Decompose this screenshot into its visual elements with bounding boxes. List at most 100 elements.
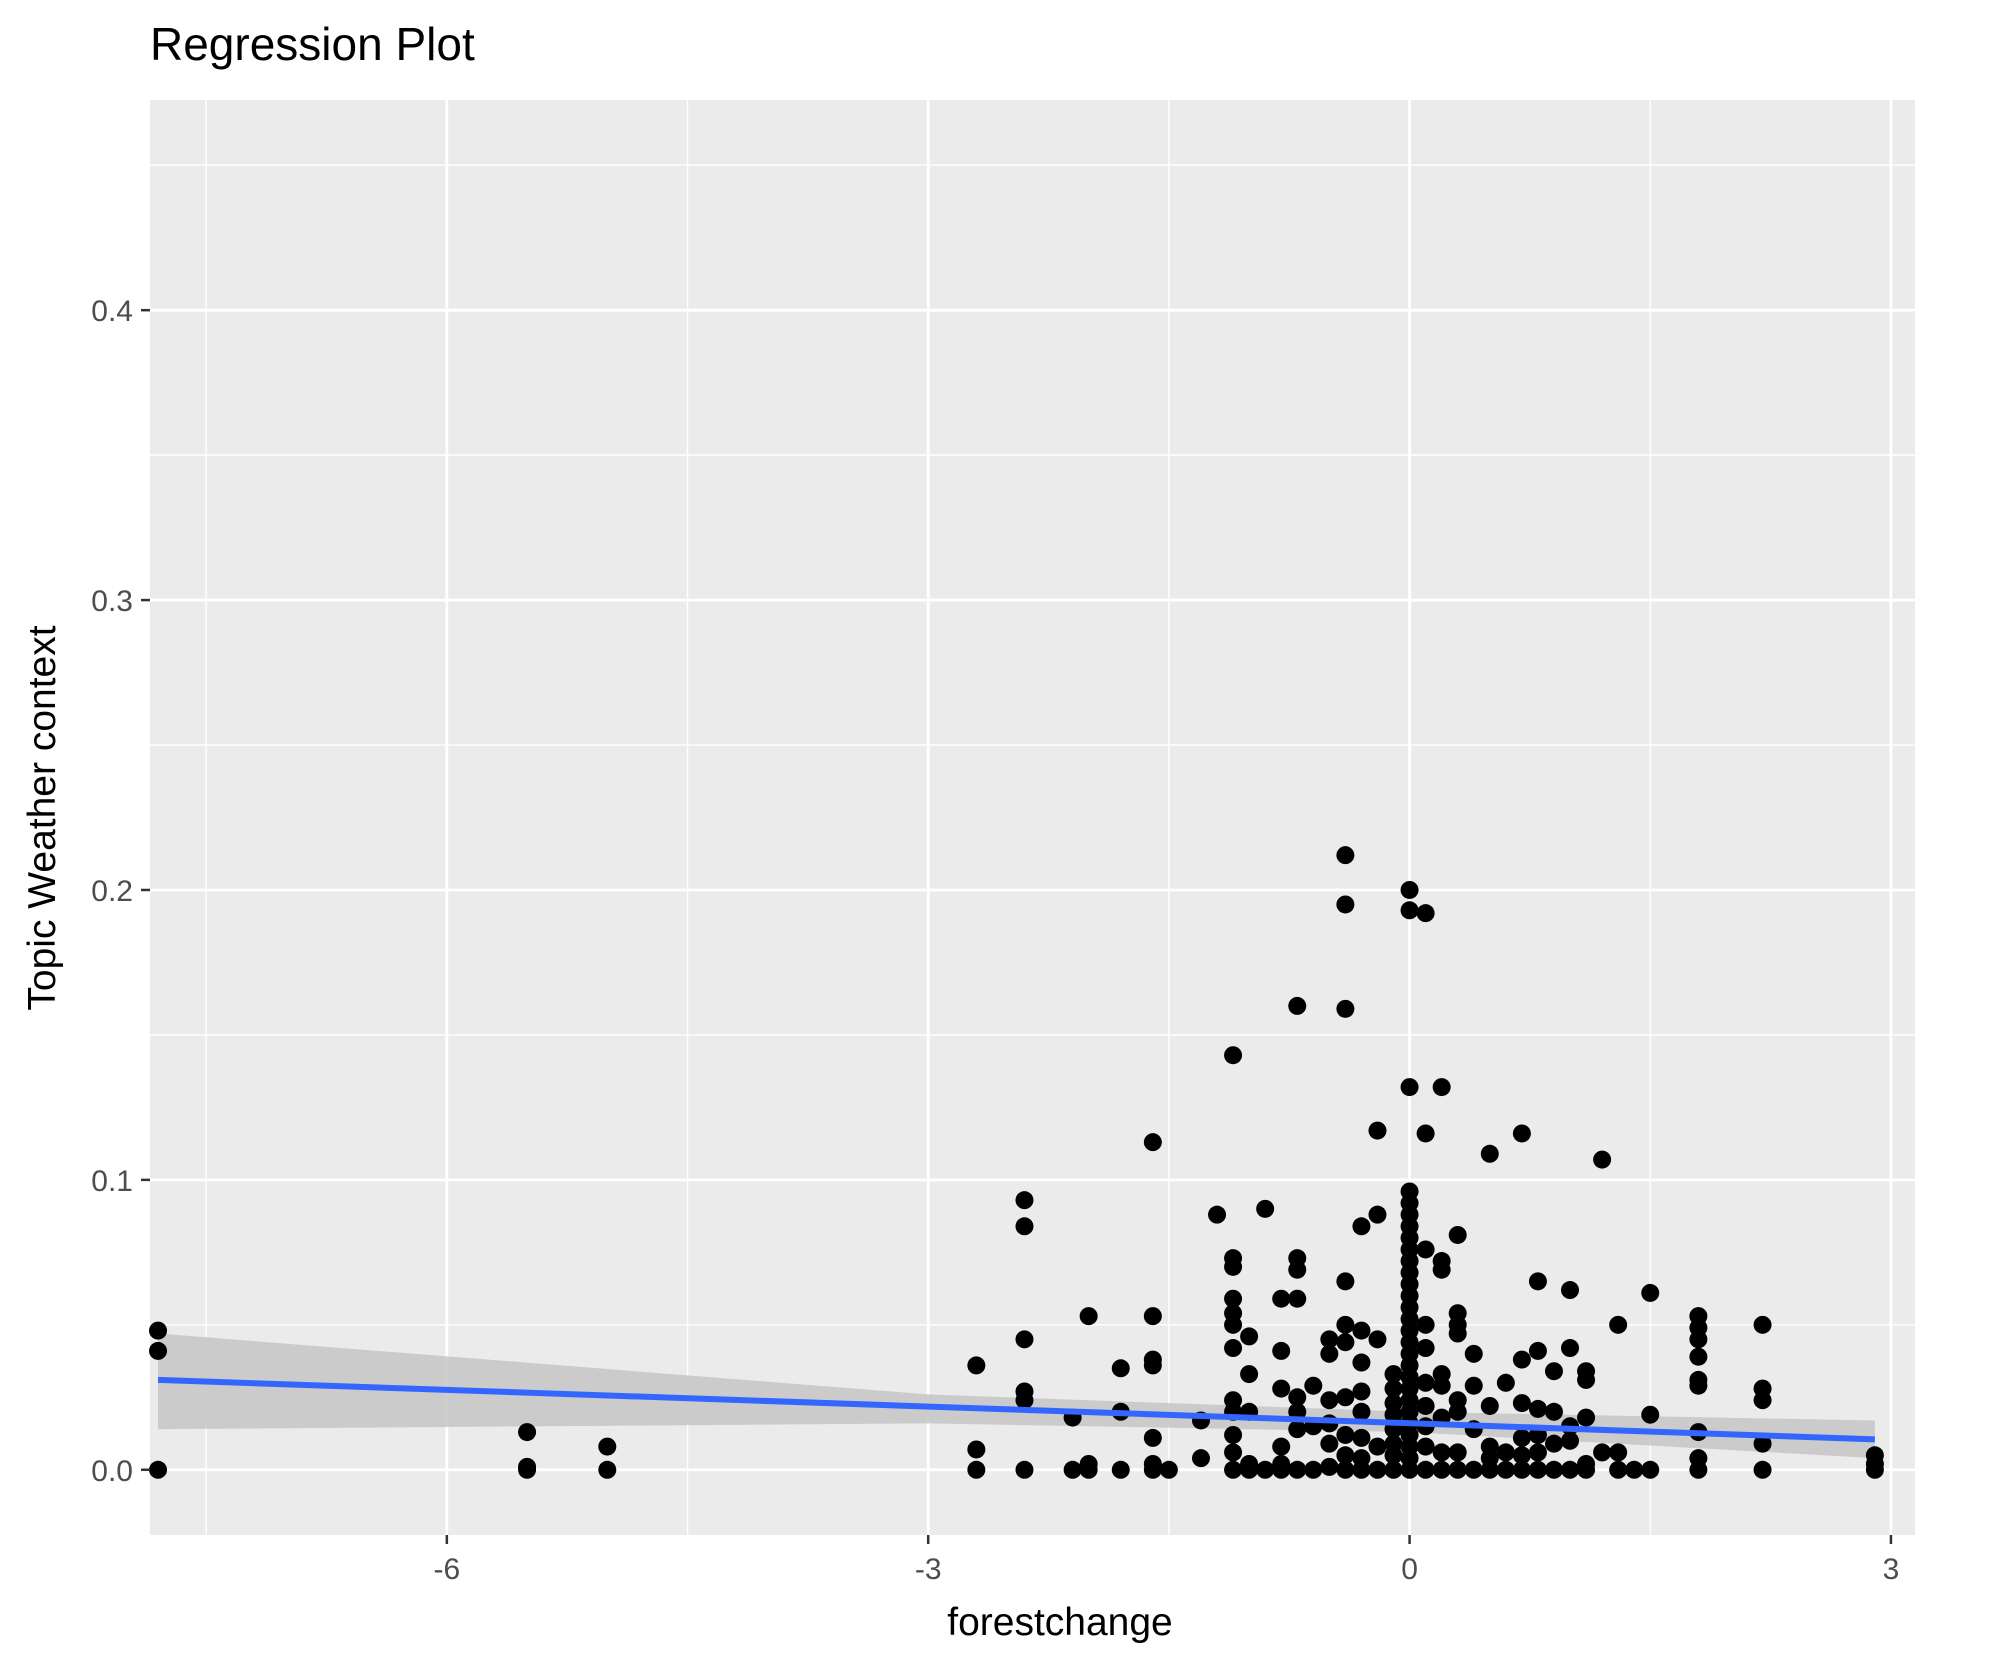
data-point bbox=[1609, 1460, 1628, 1479]
data-point bbox=[1015, 1217, 1034, 1236]
data-point bbox=[1528, 1272, 1547, 1291]
data-point bbox=[1143, 1307, 1162, 1326]
data-point bbox=[1689, 1376, 1708, 1395]
data-point bbox=[1448, 1443, 1467, 1462]
data-point bbox=[1480, 1460, 1499, 1479]
data-point bbox=[1528, 1341, 1547, 1360]
data-point bbox=[1191, 1449, 1210, 1468]
data-point bbox=[1063, 1460, 1082, 1479]
y-tick-label: 0.3 bbox=[91, 585, 133, 618]
data-point bbox=[1528, 1399, 1547, 1418]
data-point bbox=[1416, 1396, 1435, 1415]
data-point bbox=[1544, 1362, 1563, 1381]
data-point bbox=[1015, 1391, 1034, 1410]
data-point bbox=[1609, 1443, 1628, 1462]
data-point bbox=[1448, 1402, 1467, 1421]
data-point bbox=[1352, 1321, 1371, 1340]
regression-line-layer bbox=[157, 1376, 1875, 1443]
data-point bbox=[518, 1423, 537, 1442]
data-point bbox=[1464, 1376, 1483, 1395]
data-point bbox=[1288, 1260, 1307, 1279]
data-point bbox=[967, 1460, 986, 1479]
data-point bbox=[1320, 1330, 1339, 1349]
data-point bbox=[1400, 1460, 1419, 1479]
data-point bbox=[1336, 895, 1355, 914]
data-point bbox=[1416, 1373, 1435, 1392]
data-point bbox=[1689, 1330, 1708, 1349]
x-tick-label: -3 bbox=[915, 1553, 942, 1586]
data-point bbox=[1304, 1460, 1323, 1479]
data-point bbox=[967, 1356, 986, 1375]
data-point bbox=[1432, 1443, 1451, 1462]
data-point bbox=[1336, 999, 1355, 1018]
data-point bbox=[1464, 1460, 1483, 1479]
data-point bbox=[1609, 1315, 1628, 1334]
data-point bbox=[1288, 1460, 1307, 1479]
data-point bbox=[149, 1341, 168, 1360]
data-point bbox=[1352, 1382, 1371, 1401]
data-point bbox=[1753, 1460, 1772, 1479]
data-point bbox=[1256, 1460, 1275, 1479]
data-point bbox=[1368, 1330, 1387, 1349]
data-point bbox=[1625, 1460, 1644, 1479]
x-axis: -6 -3 0 3 bbox=[433, 1535, 1899, 1586]
x-tick-label: -6 bbox=[433, 1553, 460, 1586]
data-point bbox=[1208, 1205, 1227, 1224]
data-point bbox=[1448, 1324, 1467, 1343]
data-point bbox=[1416, 1315, 1435, 1334]
data-point bbox=[1288, 1388, 1307, 1407]
data-point bbox=[1577, 1370, 1596, 1389]
data-point bbox=[1336, 846, 1355, 865]
data-point bbox=[1865, 1460, 1884, 1479]
y-axis-title: Topic Weather context bbox=[21, 625, 64, 1010]
y-axis: 0.0 0.1 0.2 0.3 0.4 bbox=[91, 295, 150, 1488]
data-point bbox=[1512, 1460, 1531, 1479]
data-point bbox=[1224, 1315, 1243, 1334]
data-point bbox=[1143, 1133, 1162, 1152]
data-point bbox=[1561, 1339, 1580, 1358]
data-point bbox=[1352, 1353, 1371, 1372]
data-point bbox=[1432, 1078, 1451, 1097]
data-point bbox=[149, 1460, 168, 1479]
data-point bbox=[1304, 1376, 1323, 1395]
data-point bbox=[1015, 1330, 1034, 1349]
data-point bbox=[1432, 1460, 1451, 1479]
data-point bbox=[1512, 1350, 1531, 1369]
data-point bbox=[1352, 1402, 1371, 1421]
data-point bbox=[1496, 1443, 1515, 1462]
data-point bbox=[1336, 1460, 1355, 1479]
data-point bbox=[1336, 1388, 1355, 1407]
data-point bbox=[1079, 1460, 1098, 1479]
data-point bbox=[1384, 1405, 1403, 1424]
data-point bbox=[1416, 1240, 1435, 1259]
data-point bbox=[1320, 1434, 1339, 1453]
data-point bbox=[1416, 1460, 1435, 1479]
data-point bbox=[1336, 1315, 1355, 1334]
data-point bbox=[1753, 1315, 1772, 1334]
data-point bbox=[1561, 1431, 1580, 1450]
data-point bbox=[1496, 1460, 1515, 1479]
data-point bbox=[1240, 1327, 1259, 1346]
data-point bbox=[1753, 1434, 1772, 1453]
minor-gridlines bbox=[150, 100, 1915, 1535]
data-point bbox=[1111, 1359, 1130, 1378]
data-point bbox=[1496, 1373, 1515, 1392]
data-point bbox=[598, 1460, 617, 1479]
data-point bbox=[1416, 904, 1435, 923]
data-point bbox=[1352, 1428, 1371, 1447]
data-point bbox=[1561, 1460, 1580, 1479]
data-point bbox=[1432, 1260, 1451, 1279]
data-point bbox=[1015, 1460, 1034, 1479]
data-point bbox=[1416, 1124, 1435, 1143]
data-point bbox=[1336, 1272, 1355, 1291]
y-tick-label: 0.1 bbox=[91, 1165, 133, 1198]
data-point bbox=[1368, 1205, 1387, 1224]
y-tick-label: 0.4 bbox=[91, 295, 133, 328]
data-point bbox=[1368, 1121, 1387, 1140]
data-point bbox=[1272, 1460, 1291, 1479]
data-point bbox=[1464, 1344, 1483, 1363]
data-point bbox=[1512, 1446, 1531, 1465]
data-point bbox=[518, 1460, 537, 1479]
data-point bbox=[1143, 1460, 1162, 1479]
data-point bbox=[1641, 1405, 1660, 1424]
